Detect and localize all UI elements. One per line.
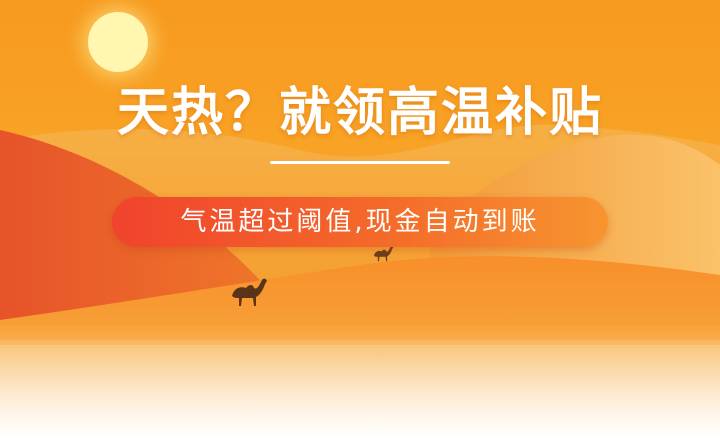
camel-icon [374, 246, 394, 262]
sun-icon [88, 12, 148, 72]
camel-icon [232, 278, 267, 306]
banner-headline: 天热？就领高温补贴 [116, 83, 603, 143]
ground-fade [0, 330, 720, 438]
subtitle-pill: 气温超过阈值,现金自动到账 [112, 197, 608, 247]
dunes [0, 124, 720, 345]
headline-underline [270, 161, 450, 164]
